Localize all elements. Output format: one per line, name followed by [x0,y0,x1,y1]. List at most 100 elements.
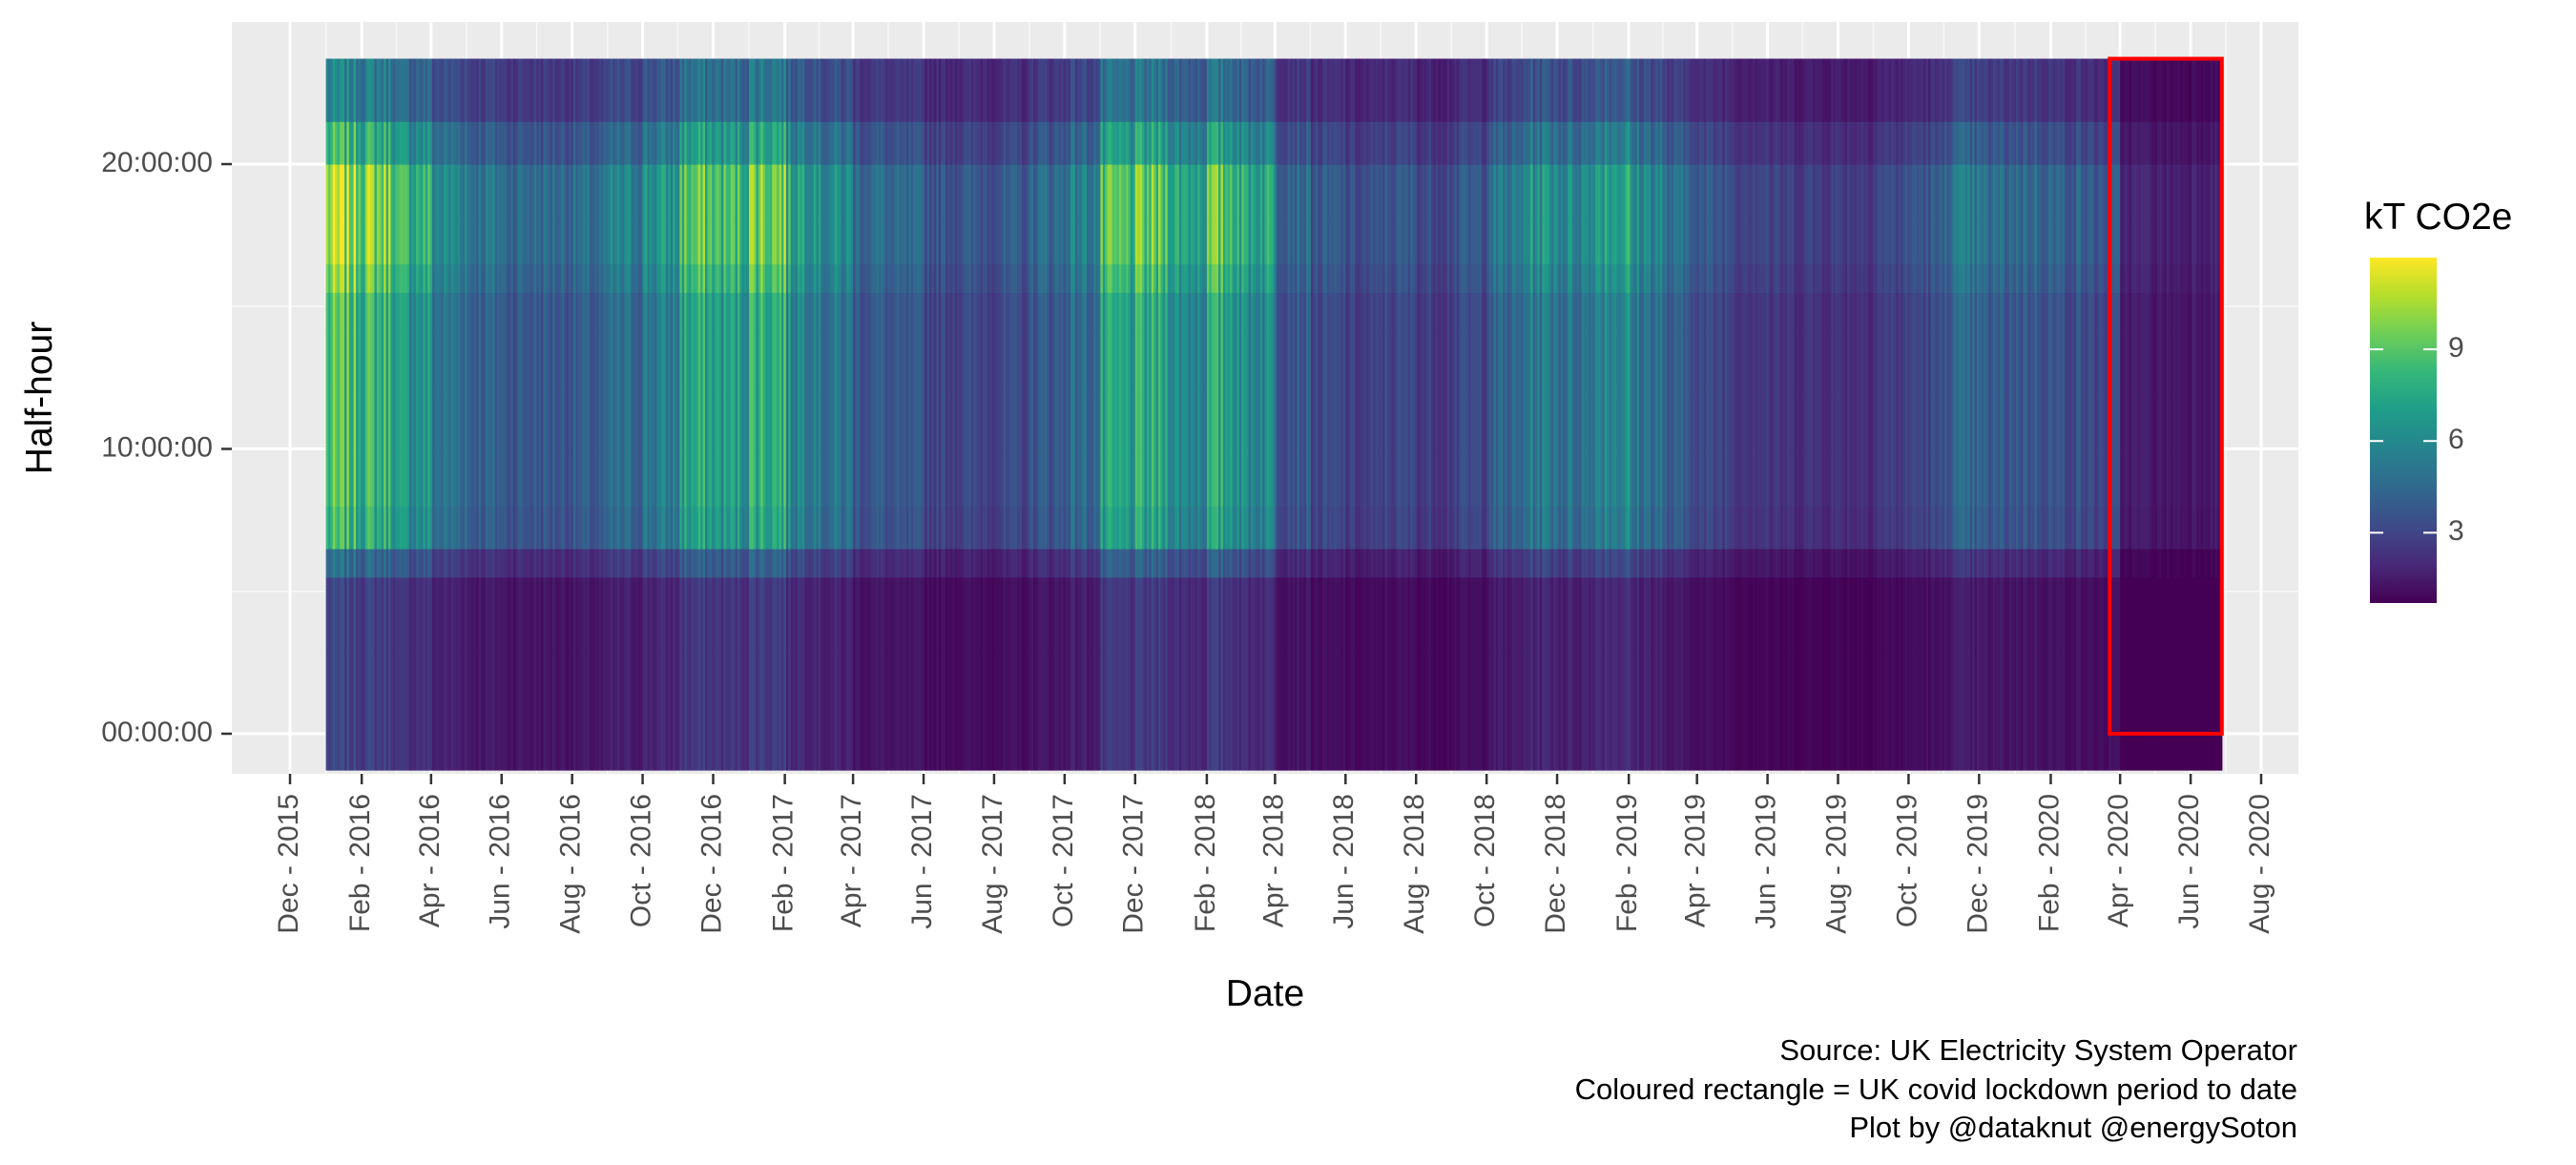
heatmap-cell [758,164,761,222]
heatmap-cell [878,263,882,293]
heatmap-cell [358,391,362,450]
heatmap-cell [473,58,477,122]
heatmap-cell [603,648,607,771]
heatmap-cell [783,335,787,393]
heatmap-cell [1051,164,1055,222]
heatmap-cell [1084,220,1088,265]
heatmap-cell [1102,576,1106,650]
heatmap-cell [358,220,362,265]
heatmap-cell [1178,335,1182,393]
heatmap-cell [957,58,961,122]
heatmap-cell [631,448,634,507]
heatmap-cell [600,648,604,771]
heatmap-cell [436,648,440,771]
heatmap-cell [691,548,695,578]
heatmap-cell [434,220,438,265]
heatmap-cell [340,506,343,550]
heatmap-cell [829,335,833,393]
heatmap-cell [949,121,953,165]
heatmap-cell [613,448,616,507]
heatmap-cell [1022,220,1026,265]
heatmap-cell [1072,506,1076,550]
heatmap-cell [517,121,521,165]
heatmap-cell [550,576,553,650]
heatmap-cell [691,391,695,450]
heatmap-cell [772,263,776,293]
heatmap-cell [531,391,535,450]
heatmap-cell [619,263,623,293]
heatmap-cell [883,391,886,450]
heatmap-cell [811,648,815,771]
heatmap-cell [635,121,639,165]
heatmap-cell [397,58,401,122]
heatmap-cell [418,164,422,222]
heatmap-cell [936,548,940,578]
heatmap-cell [728,648,732,771]
heatmap-cell [876,506,880,550]
heatmap-cell [857,292,861,336]
heatmap-cell [917,448,921,507]
heatmap-cell [363,576,366,650]
heatmap-cell [693,506,696,550]
heatmap-cell [376,506,380,550]
heatmap-cell [675,548,678,578]
heatmap-cell [1091,220,1094,265]
heatmap-cell [917,220,921,265]
heatmap-cell [327,220,332,265]
heatmap-cell [825,220,829,265]
heatmap-cell [543,292,547,336]
heatmap-cell [488,121,491,165]
heatmap-cell [1155,648,1159,771]
heatmap-cell [985,164,988,222]
heatmap-cell [1178,506,1182,550]
heatmap-cell [1170,648,1174,771]
heatmap-cell [645,648,649,771]
heatmap-cell [524,335,529,393]
heatmap-cell [524,58,529,122]
heatmap-cell [649,335,653,393]
heatmap-cell [1009,292,1013,336]
heatmap-cell [1017,263,1021,293]
heatmap-cell [913,391,917,450]
heatmap-cell [968,263,972,293]
heatmap-cell [626,548,630,578]
heatmap-cell [656,335,660,393]
heatmap-cell [1118,263,1122,293]
heatmap-cell [531,335,535,393]
heatmap-cell [813,335,817,393]
heatmap-cell [446,391,449,450]
heatmap-cell [645,448,649,507]
heatmap-cell [728,506,732,550]
heatmap-cell [436,121,440,165]
heatmap-cell [774,548,778,578]
heatmap-cell [342,292,345,336]
heatmap-cell [947,548,951,578]
heatmap-cell [550,335,553,393]
heatmap-cell [894,58,898,122]
heatmap-cell [1084,576,1088,650]
heatmap-cell [707,263,711,293]
heatmap-cell [924,335,928,393]
heatmap-cell [821,121,824,165]
heatmap-cell [765,58,769,122]
heatmap-cell [478,391,482,450]
heatmap-cell [1170,335,1174,393]
heatmap-cell [905,58,909,122]
heatmap-cell [1084,58,1088,122]
heatmap-cell [866,58,870,122]
heatmap-cell [457,164,461,222]
heatmap-cell [1033,648,1037,771]
heatmap-cell [492,548,496,578]
heatmap-cell [746,648,750,771]
heatmap-cell [1134,292,1138,336]
heatmap-cell [1091,648,1094,771]
heatmap-cell [1089,335,1092,393]
heatmap-cell [788,448,792,507]
heatmap-cell [954,164,958,222]
heatmap-cell [496,448,500,507]
heatmap-cell [663,220,667,265]
heatmap-cell [862,263,865,293]
heatmap-cell [1030,164,1034,222]
heatmap-cell [423,292,426,336]
heatmap-cell [346,58,350,122]
